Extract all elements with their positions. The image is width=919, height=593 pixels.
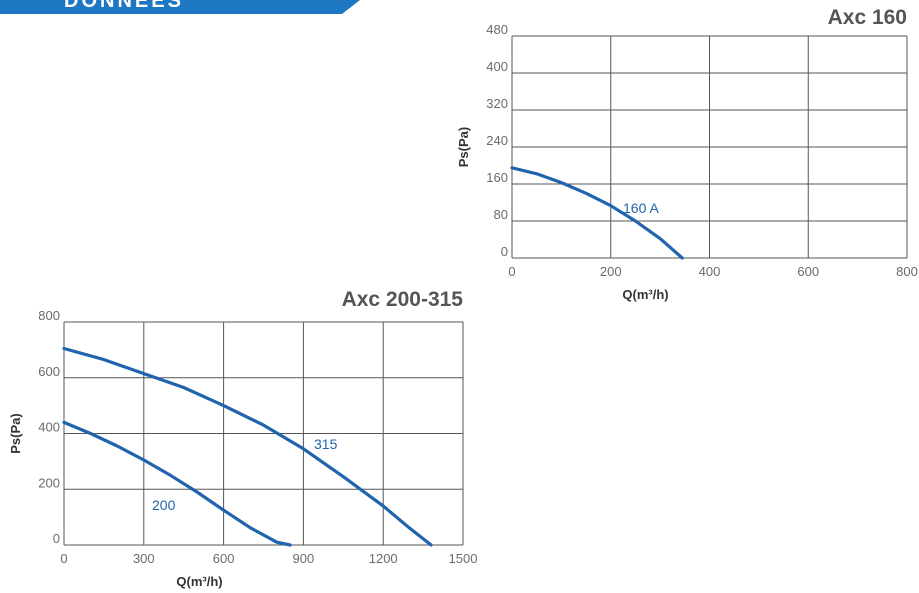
series-label: 200 [152, 497, 176, 513]
x-tick-label: 0 [508, 264, 515, 279]
y-tick-label: 0 [53, 531, 60, 546]
y-tick-label: 200 [38, 475, 60, 490]
series-curve-315 [62, 346, 433, 547]
chart-1: 0 200 400 600 800 0 80 160 240 320 400 480 Q(m³/h) Ps… [456, 6, 918, 302]
y-tick-label: 240 [486, 133, 508, 148]
x-tick-label: 1500 [449, 551, 478, 566]
x-axis-title: Q(m³/h) [176, 574, 222, 589]
y-tick-label: 800 [38, 308, 60, 323]
x-tick-label: 1200 [369, 551, 398, 566]
y-tick-label: 400 [486, 59, 508, 74]
header-banner: DONNÉES [0, 0, 360, 14]
y-tick-label: 80 [494, 207, 508, 222]
chart-title: Axc 200-315 [342, 288, 464, 311]
y-tick-label: 320 [486, 96, 508, 111]
x-tick-label: 600 [213, 551, 235, 566]
y-tick-label: 160 [486, 170, 508, 185]
x-tick-label: 300 [133, 551, 155, 566]
y-axis-title: Ps(Pa) [8, 413, 23, 453]
series-curve-160-A [510, 166, 684, 260]
x-tick-label: 600 [797, 264, 819, 279]
y-tick-label: 400 [38, 420, 60, 435]
x-tick-label: 800 [896, 264, 918, 279]
x-tick-label: 900 [293, 551, 315, 566]
y-axis-title: Ps(Pa) [456, 127, 471, 167]
y-tick-label: 0 [501, 244, 508, 259]
chart-2: 0 300 600 900 1200 1500 0 200 400 600 800 Q(m³/h) Ps… [8, 288, 477, 589]
series-label: 160 A [623, 200, 659, 216]
x-tick-label: 400 [699, 264, 721, 279]
series-curve-200 [62, 420, 292, 547]
header-banner-text: DONNÉES [64, 0, 184, 12]
y-tick-label: 600 [38, 364, 60, 379]
x-tick-label: 0 [60, 551, 67, 566]
chart-title: Axc 160 [828, 6, 907, 29]
x-tick-label: 200 [600, 264, 622, 279]
x-axis-title: Q(m³/h) [622, 287, 668, 302]
y-tick-label: 480 [486, 22, 508, 37]
series-label: 315 [314, 436, 338, 452]
